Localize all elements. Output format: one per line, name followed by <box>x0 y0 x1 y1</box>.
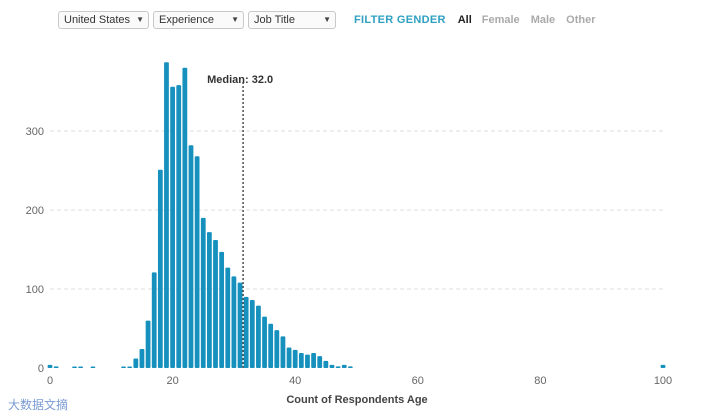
histogram-bar[interactable] <box>170 86 175 368</box>
histogram-bar[interactable] <box>219 251 225 368</box>
ticks-layer: 0 100 200 300 0 20 40 60 80 100 <box>26 126 673 387</box>
histogram-bar[interactable] <box>323 360 329 368</box>
grid-layer <box>50 130 663 290</box>
histogram-bar[interactable] <box>200 217 206 368</box>
histogram-bar[interactable] <box>335 366 341 368</box>
histogram-bar[interactable] <box>225 267 231 368</box>
histogram-bar[interactable] <box>176 85 182 369</box>
histogram-bar[interactable] <box>237 282 243 368</box>
y-tick-label: 0 <box>38 363 44 375</box>
job-title-select[interactable]: Job Title ▼ <box>248 11 336 29</box>
histogram-bar[interactable] <box>298 352 304 368</box>
country-select[interactable]: United States ▼ <box>58 11 149 29</box>
histogram-bar[interactable] <box>292 349 298 368</box>
histogram-bar[interactable] <box>231 276 237 368</box>
x-tick-label: 100 <box>654 375 672 387</box>
histogram-bar[interactable] <box>47 364 53 368</box>
filter-bar: United States ▼ Experience ▼ Job Title ▼… <box>58 11 596 29</box>
median-label: Median: 32.0 <box>207 74 273 86</box>
histogram-bar[interactable] <box>213 240 218 368</box>
histogram-bar[interactable] <box>121 366 126 369</box>
histogram-bar[interactable] <box>164 62 169 369</box>
x-tick-label: 40 <box>289 375 301 387</box>
bars-layer <box>47 62 666 369</box>
x-tick-label: 0 <box>47 375 53 387</box>
histogram-bar[interactable] <box>72 366 77 369</box>
histogram-bar[interactable] <box>194 156 200 368</box>
histogram-bar[interactable] <box>90 366 96 369</box>
histogram-bar[interactable] <box>660 364 666 368</box>
job-title-select-value: Job Title <box>254 14 295 26</box>
histogram-bar[interactable] <box>305 354 310 368</box>
histogram-bar[interactable] <box>78 366 84 369</box>
histogram-bar[interactable] <box>243 296 249 368</box>
histogram-bar[interactable] <box>133 358 139 368</box>
chevron-down-icon: ▼ <box>136 15 144 24</box>
y-tick-label: 300 <box>26 126 44 138</box>
x-tick-label: 60 <box>412 375 424 387</box>
histogram-bar[interactable] <box>262 316 267 368</box>
histogram-bar[interactable] <box>311 352 316 368</box>
x-tick-label: 80 <box>534 375 546 387</box>
histogram-bar[interactable] <box>280 336 286 368</box>
histogram-bar[interactable] <box>188 145 194 368</box>
histogram-bar[interactable] <box>206 232 212 368</box>
histogram-bar[interactable] <box>347 366 353 368</box>
histogram-bar[interactable] <box>53 366 59 368</box>
watermark: 大数据文摘 <box>8 398 69 412</box>
histogram-bar[interactable] <box>274 330 280 368</box>
experience-select-value: Experience <box>159 14 215 26</box>
histogram-bar[interactable] <box>139 349 145 368</box>
gender-option-female[interactable]: Female <box>481 14 520 26</box>
histogram-bar[interactable] <box>317 356 323 368</box>
histogram-bar[interactable] <box>256 305 261 368</box>
gender-option-all[interactable]: All <box>457 14 472 26</box>
histogram-bar[interactable] <box>341 364 347 368</box>
y-tick-label: 200 <box>26 205 44 217</box>
y-tick-label: 100 <box>26 284 44 296</box>
filter-gender-label: FILTER GENDER <box>354 14 446 26</box>
histogram-bar[interactable] <box>151 272 157 368</box>
gender-option-other[interactable]: Other <box>566 14 596 26</box>
country-select-value: United States <box>64 14 131 26</box>
histogram-bar[interactable] <box>145 320 151 368</box>
experience-select[interactable]: Experience ▼ <box>153 11 244 29</box>
x-axis-label: Count of Respondents Age <box>286 394 427 406</box>
gender-option-male[interactable]: Male <box>530 14 556 26</box>
histogram-bar[interactable] <box>329 364 335 368</box>
histogram-bar[interactable] <box>182 67 188 369</box>
chevron-down-icon: ▼ <box>231 15 239 24</box>
histogram-bar[interactable] <box>249 300 255 368</box>
histogram-bar[interactable] <box>157 169 163 368</box>
histogram-bar[interactable] <box>286 347 292 368</box>
x-tick-label: 20 <box>166 375 178 387</box>
histogram-bar[interactable] <box>127 366 133 369</box>
chevron-down-icon: ▼ <box>323 15 331 24</box>
histogram-bar[interactable] <box>268 323 274 368</box>
